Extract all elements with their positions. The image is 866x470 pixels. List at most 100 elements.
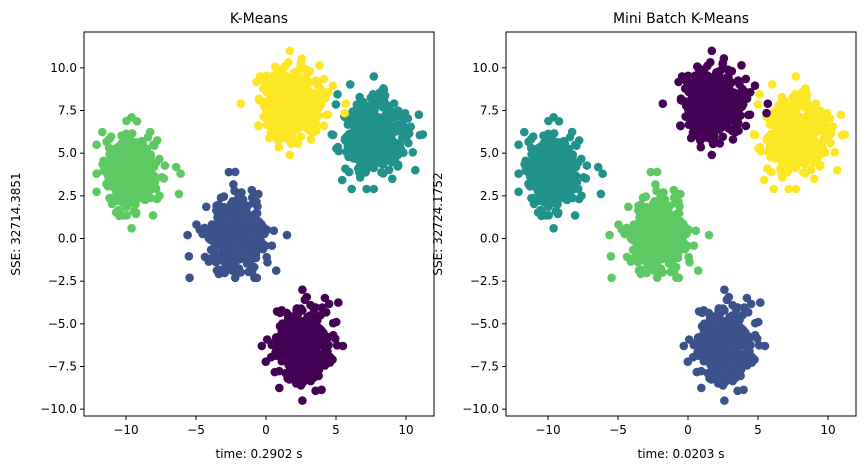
scatter-point xyxy=(717,94,726,103)
y-tick-label: 2.5 xyxy=(58,189,77,203)
scatter-point xyxy=(122,116,131,126)
scatter-point xyxy=(805,138,814,147)
scatter-point xyxy=(296,132,306,141)
scatter-point xyxy=(184,251,194,261)
scatter-point xyxy=(244,236,254,245)
scatter-point xyxy=(292,125,301,134)
scatter-point xyxy=(319,121,329,131)
scatter-point xyxy=(368,150,378,160)
scatter-point xyxy=(345,80,355,89)
scatter-point xyxy=(250,273,259,283)
x-tick-label: −10 xyxy=(535,423,560,437)
cluster-1 xyxy=(679,285,770,405)
scatter-point xyxy=(756,298,765,307)
axes-frame xyxy=(505,31,857,417)
scatter-point xyxy=(112,146,122,156)
scatter-point xyxy=(301,355,310,365)
scatter-point xyxy=(686,110,695,119)
scatter-point xyxy=(728,135,738,144)
scatter-point xyxy=(149,162,159,172)
scatter-point xyxy=(271,266,281,275)
scatter-point xyxy=(544,151,554,161)
x-axis-label: time: 0.0203 s xyxy=(637,447,724,461)
scatter-point xyxy=(349,154,359,163)
scatter-point xyxy=(633,257,643,267)
scatter-point xyxy=(128,175,137,185)
chart-panel-2: −10 −5 0 5 10 −10.0 −7.5 −5.0 −2.5 0.0 2.5 5.0 7.5 10… xyxy=(431,11,857,461)
scatter-point xyxy=(732,316,742,326)
scatter-point xyxy=(230,167,240,177)
scatter-point xyxy=(369,184,379,194)
scatter-point xyxy=(815,160,825,169)
scatter-point xyxy=(266,352,276,362)
scatter-point xyxy=(296,381,306,390)
scatter-point xyxy=(272,307,282,316)
scatter-point xyxy=(107,193,116,203)
scatter-point xyxy=(234,238,243,248)
scatter-point xyxy=(666,267,675,277)
scatter-point xyxy=(132,117,142,126)
scatter-point xyxy=(235,224,244,233)
scatter-point xyxy=(696,122,706,131)
scatter-point xyxy=(284,74,294,84)
scatter-point xyxy=(279,127,289,137)
scatter-point xyxy=(262,252,272,262)
scatter-point xyxy=(356,120,366,129)
scatter-point xyxy=(391,108,400,118)
scatter-point xyxy=(297,366,307,376)
scatter-point xyxy=(676,121,685,131)
scatter-point xyxy=(720,285,729,295)
scatter-point xyxy=(750,130,760,140)
scatter-point xyxy=(133,151,142,161)
scatter-point xyxy=(308,91,318,100)
scatter-point xyxy=(747,358,757,367)
scatter-point xyxy=(521,156,530,166)
scatter-point xyxy=(739,303,749,312)
scatter-point xyxy=(726,109,735,119)
scatter-point xyxy=(330,334,340,343)
scatter-point xyxy=(799,168,808,177)
scatter-point xyxy=(701,343,710,352)
scatter-point xyxy=(628,235,637,245)
scatter-point xyxy=(684,252,693,262)
scatter-point xyxy=(220,225,229,235)
scatter-point xyxy=(99,156,108,166)
scatter-point xyxy=(148,211,158,220)
scatter-point xyxy=(554,117,564,126)
scatter-point xyxy=(287,100,297,109)
scatter-point xyxy=(699,327,709,336)
scatter-point xyxy=(257,341,267,351)
scatter-point xyxy=(665,243,675,253)
scatter-point xyxy=(656,238,665,248)
scatter-point xyxy=(729,341,738,350)
scatter-point xyxy=(791,184,801,194)
scatter-point xyxy=(738,310,747,320)
scatter-point xyxy=(688,352,698,362)
scatter-point xyxy=(741,328,750,338)
scatter-point xyxy=(826,129,836,138)
scatter-point xyxy=(738,99,748,108)
scatter-point xyxy=(714,67,724,76)
scatter-point xyxy=(220,237,230,246)
scatter-point xyxy=(362,184,371,194)
scatter-point xyxy=(526,178,535,188)
cluster-1 xyxy=(257,285,348,405)
scatter-point xyxy=(267,241,277,250)
scatter-point xyxy=(411,165,420,175)
scatter-point xyxy=(215,265,225,275)
scatter-point xyxy=(650,242,659,251)
scatter-point xyxy=(304,109,313,119)
scatter-point xyxy=(230,186,239,196)
scatter-point xyxy=(270,367,280,377)
scatter-point xyxy=(741,74,751,84)
scatter-point xyxy=(228,242,237,251)
scatter-point xyxy=(271,62,280,71)
scatter-point xyxy=(692,367,702,377)
scatter-point xyxy=(104,178,113,188)
scatter-point xyxy=(285,150,295,160)
scatter-point xyxy=(315,61,324,70)
scatter-point xyxy=(718,381,728,390)
scatter-point xyxy=(364,157,374,166)
scatter-point xyxy=(375,88,385,97)
scatter-point xyxy=(332,317,341,327)
